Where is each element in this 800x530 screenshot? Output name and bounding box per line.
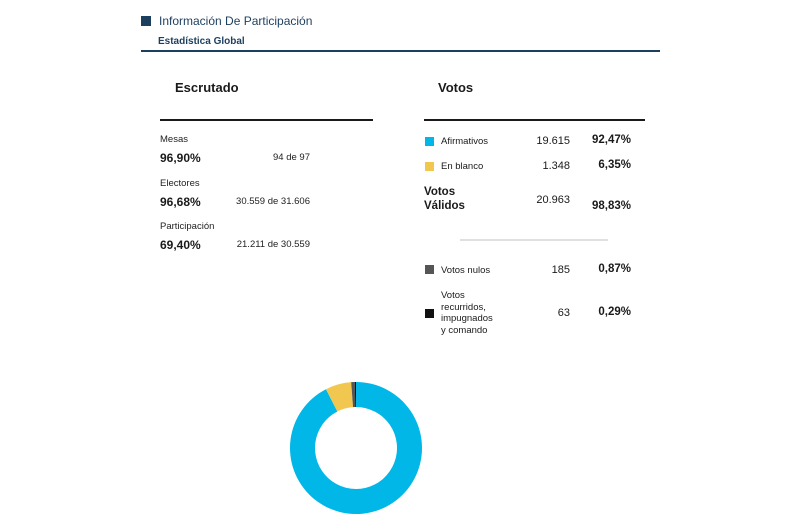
en-blanco-swatch [425, 162, 434, 171]
donut-slice-votos-3 [354, 382, 356, 408]
donut-slice-en [325, 382, 354, 412]
electores-percent: 96,68% [160, 195, 201, 209]
nulos-count: 185 [551, 264, 570, 276]
validos-label-line1: Votos [424, 186, 456, 198]
votos-divider [424, 119, 645, 121]
recurridos-swatch [425, 309, 434, 318]
recurridos-label: Votos recurridos, impugnados y comando [441, 290, 493, 336]
section-header: Información De Participación Estadística… [141, 12, 660, 52]
afirmativos-swatch [425, 137, 434, 146]
escrutado-title: Escrutado [175, 80, 239, 95]
votos-separator [460, 239, 608, 241]
afirmativos-label: Afirmativos [441, 136, 488, 147]
afirmativos-percent: 92,47% [591, 134, 631, 146]
electores-label: Electores [160, 178, 200, 189]
header-divider [141, 50, 660, 52]
nulos-percent: 0,87% [598, 263, 631, 275]
donut-slice-afirmativos [290, 382, 422, 514]
validos-count: 20.963 [536, 194, 570, 206]
validos-label-line2: Válidos [424, 200, 465, 212]
mesas-percent: 96,90% [160, 151, 201, 165]
votos-title: Votos [438, 80, 474, 95]
validos-percent: 98,83% [591, 200, 631, 212]
afirmativos-count: 19.615 [536, 135, 570, 147]
recurridos-label-line: impugnados [441, 313, 493, 324]
mesas-label: Mesas [160, 134, 188, 145]
escrutado-divider [160, 119, 373, 121]
recurridos-label-line: Votos [441, 290, 465, 301]
page-subtitle: Estadística Global [158, 36, 245, 47]
header-square-icon [141, 16, 151, 26]
votos-donut-chart [290, 382, 422, 514]
page-title: Información De Participación [159, 14, 313, 28]
nulos-swatch [425, 265, 434, 274]
recurridos-label-line: recurridos, [441, 301, 486, 313]
donut-slice-votos-2 [351, 382, 356, 408]
recurridos-label-line: y comando [441, 324, 488, 336]
participacion-percent: 69,40% [160, 238, 201, 252]
electores-detail: 30.559 de 31.606 [236, 196, 310, 207]
en-blanco-percent: 6,35% [598, 159, 631, 171]
mesas-detail: 94 de 97 [273, 152, 310, 163]
en-blanco-count: 1.348 [542, 160, 570, 172]
recurridos-count: 63 [557, 307, 570, 319]
participacion-label: Participación [160, 221, 215, 232]
en-blanco-label: En blanco [441, 161, 484, 172]
nulos-label: Votos nulos [441, 265, 491, 276]
recurridos-percent: 0,29% [598, 306, 631, 318]
participacion-detail: 21.211 de 30.559 [236, 239, 310, 250]
